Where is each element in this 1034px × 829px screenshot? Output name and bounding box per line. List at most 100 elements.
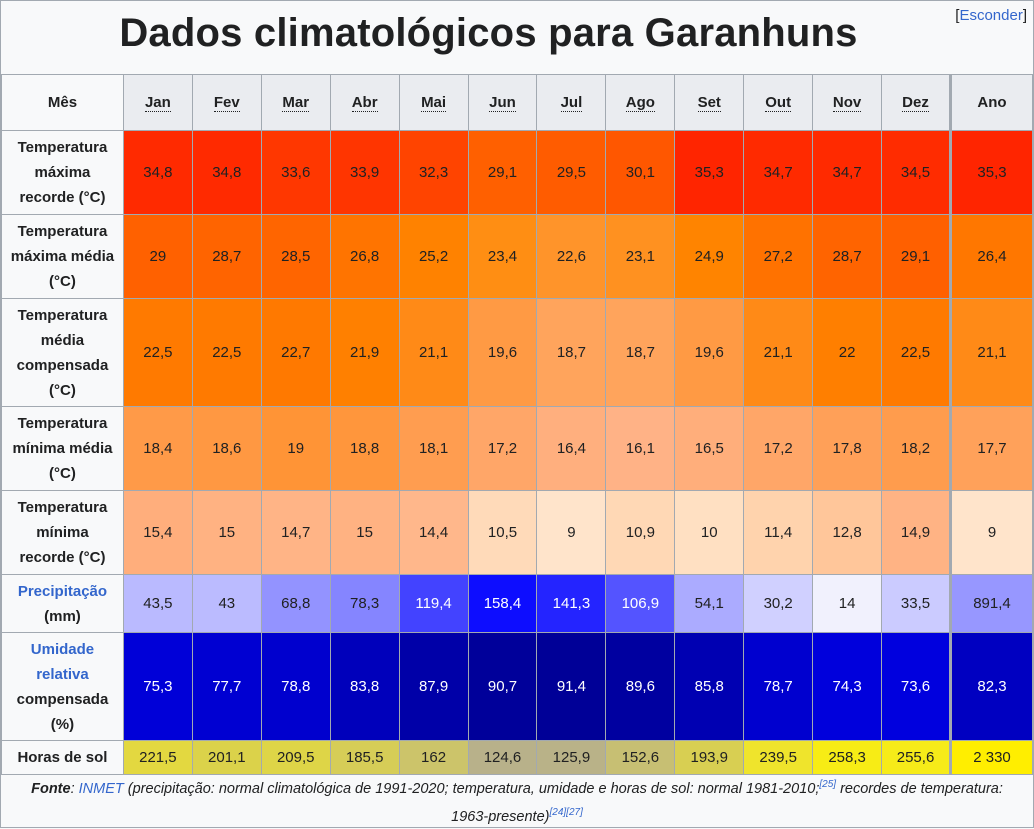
value-cell: 22,5 — [122, 298, 193, 407]
value-cell: 221,5 — [122, 740, 193, 775]
value-cell: 34,7 — [812, 130, 883, 215]
month-abbr[interactable]: Ago — [625, 94, 655, 112]
row-header-line: Temperatura — [17, 306, 108, 324]
value-cell: 33,6 — [260, 130, 331, 215]
value-cell: 78,7 — [743, 632, 814, 741]
value-cell: 14,4 — [398, 490, 469, 575]
row-header-line: máxima média — [10, 248, 115, 265]
month-abbr[interactable]: Jan — [144, 94, 171, 112]
month-abbr[interactable]: Fev — [213, 94, 240, 112]
row-header: Temperatura máxima média (°C) — [1, 214, 124, 299]
row-header-line[interactable]: relativa — [36, 665, 89, 683]
table-title: Dados climatológicos para Garanhuns — [119, 11, 858, 55]
row-header: Umidade relativa compensada (%) — [1, 632, 124, 741]
month-column-header: Mês — [1, 74, 124, 131]
value-cell: 15 — [191, 490, 262, 575]
month-abbr[interactable]: Set — [697, 94, 721, 112]
value-cell: 23,4 — [467, 214, 538, 299]
month-header-10[interactable]: Nov — [812, 74, 883, 131]
table-row: Temperatura máxima recorde (°C) 34,8 34,8 33,… — [1, 130, 1034, 215]
month-abbr[interactable]: Abr — [351, 94, 378, 112]
value-cell: 11,4 — [743, 490, 814, 575]
value-cell: 119,4 — [398, 574, 469, 633]
value-cell: 21,1 — [743, 298, 814, 407]
value-cell: 34,7 — [743, 130, 814, 215]
value-cell: 75,3 — [122, 632, 193, 741]
month-header-4[interactable]: Mai — [398, 74, 469, 131]
month-header-7[interactable]: Ago — [605, 74, 676, 131]
value-cell: 78,8 — [260, 632, 331, 741]
value-cell: 209,5 — [260, 740, 331, 775]
month-header-1[interactable]: Fev — [191, 74, 262, 131]
month-abbr[interactable]: Mar — [282, 94, 310, 112]
row-header-line: (°C) — [49, 273, 76, 290]
hide-toggle[interactable]: [Esconder] — [955, 7, 1027, 24]
value-cell: 12,8 — [812, 490, 883, 575]
month-abbr[interactable]: Mai — [421, 94, 447, 112]
value-cell: 28,7 — [812, 214, 883, 299]
month-abbr[interactable]: Jun — [489, 94, 516, 112]
value-cell: 14,9 — [881, 490, 951, 575]
row-header-line: (°C) — [49, 465, 76, 482]
row-header-line: compensada — [16, 356, 109, 374]
row-header-line: compensada — [16, 690, 109, 708]
month-header-9[interactable]: Out — [743, 74, 814, 131]
month-header-0[interactable]: Jan — [122, 74, 193, 131]
value-cell: 28,7 — [191, 214, 262, 299]
value-cell: 74,3 — [812, 632, 883, 741]
value-cell: 33,9 — [329, 130, 400, 215]
month-abbr[interactable]: Jul — [560, 94, 583, 112]
value-cell: 34,5 — [881, 130, 951, 215]
month-abbr[interactable]: Dez — [902, 94, 929, 112]
value-cell: 87,9 — [398, 632, 469, 741]
value-cell: 73,6 — [881, 632, 951, 741]
row-header-line: (%) — [50, 715, 75, 733]
value-cell: 16,4 — [536, 406, 607, 491]
value-cell: 201,1 — [191, 740, 262, 775]
row-header: Temperatura mínima recorde (°C) — [1, 490, 124, 575]
value-cell: 18,8 — [329, 406, 400, 491]
row-header-line[interactable]: Umidade — [30, 640, 95, 658]
month-header-5[interactable]: Jun — [467, 74, 538, 131]
value-cell: 30,2 — [743, 574, 814, 633]
value-cell: 34,8 — [122, 130, 193, 215]
month-header-3[interactable]: Abr — [329, 74, 400, 131]
value-cell: 77,7 — [191, 632, 262, 741]
inmet-link[interactable]: INMET — [78, 780, 124, 797]
value-cell: 27,2 — [743, 214, 814, 299]
value-cell: 18,7 — [536, 298, 607, 407]
source-footer: Fonte: INMET (precipitação: normal clima… — [1, 773, 1033, 827]
value-cell: 85,8 — [674, 632, 745, 741]
month-abbr[interactable]: Out — [765, 94, 792, 112]
month-header-6[interactable]: Jul — [536, 74, 607, 131]
value-cell: 23,1 — [605, 214, 676, 299]
row-header-line: recorde (°C) — [19, 549, 106, 566]
row-header-line: máxima — [34, 164, 91, 181]
month-header-8[interactable]: Set — [674, 74, 745, 131]
row-header-line[interactable]: Precipitação — [17, 582, 108, 600]
value-cell: 106,9 — [605, 574, 676, 633]
annual-value-cell: 21,1 — [948, 298, 1034, 407]
annual-value-cell: 891,4 — [948, 574, 1034, 633]
reference-27[interactable]: [27] — [566, 806, 583, 818]
value-cell: 255,6 — [881, 740, 951, 775]
month-header-2[interactable]: Mar — [260, 74, 331, 131]
hide-link[interactable]: Esconder — [959, 7, 1023, 24]
value-cell: 34,8 — [191, 130, 262, 215]
month-header-11[interactable]: Dez — [881, 74, 951, 131]
value-cell: 124,6 — [467, 740, 538, 775]
row-header-line: Temperatura — [17, 415, 108, 432]
value-cell: 15 — [329, 490, 400, 575]
reference-24[interactable]: [24] — [549, 806, 567, 818]
month-abbr[interactable]: Nov — [832, 94, 862, 112]
table-row: Umidade relativa compensada (%) 75,3 77,7 78,8… — [1, 632, 1034, 741]
value-cell: 14 — [812, 574, 883, 633]
value-cell: 185,5 — [329, 740, 400, 775]
annual-value-cell: 9 — [948, 490, 1034, 575]
annual-header: Ano — [948, 74, 1034, 131]
reference-25[interactable]: [25] — [819, 779, 837, 790]
value-cell: 33,5 — [881, 574, 951, 633]
row-header-line: Temperatura — [17, 223, 108, 240]
value-cell: 21,1 — [398, 298, 469, 407]
row-header-line: recorde (°C) — [19, 189, 106, 206]
